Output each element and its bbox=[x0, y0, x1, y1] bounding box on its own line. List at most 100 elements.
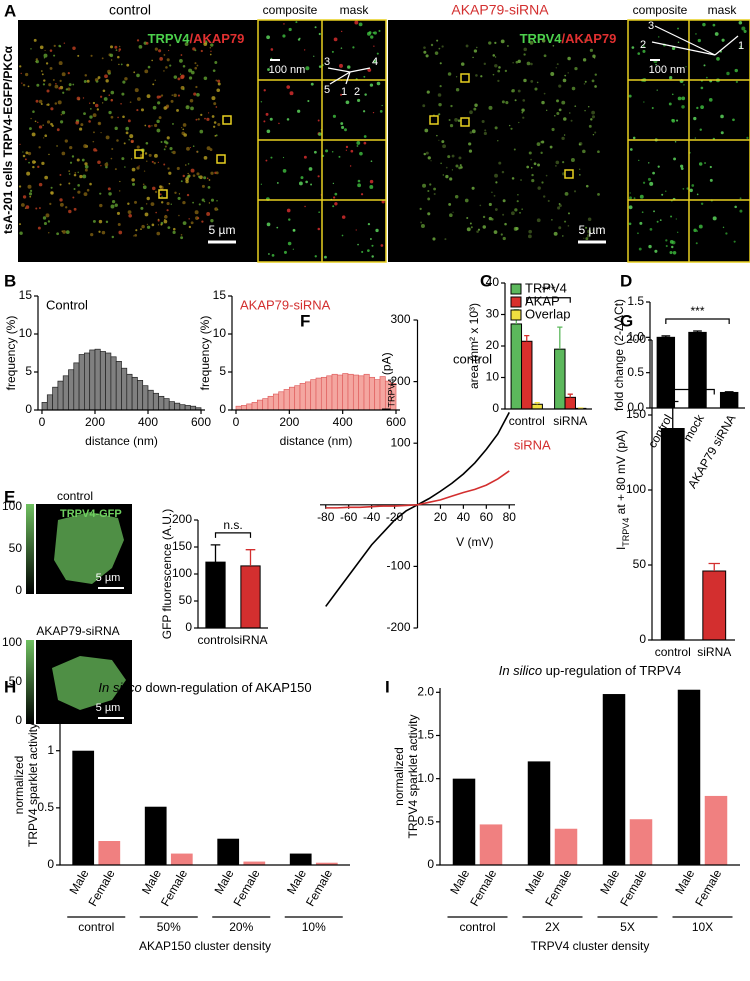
speckle bbox=[458, 166, 462, 170]
speckle bbox=[144, 212, 149, 217]
bar bbox=[479, 824, 503, 865]
speckle bbox=[61, 110, 66, 115]
speckle bbox=[476, 230, 479, 233]
speckle bbox=[68, 173, 71, 175]
y-axis-label-part: I bbox=[614, 547, 628, 550]
speckle bbox=[43, 137, 45, 139]
speckle bbox=[124, 77, 128, 81]
speckle bbox=[523, 47, 527, 52]
speckle bbox=[425, 54, 429, 58]
significance-bracket bbox=[526, 297, 571, 303]
speckle bbox=[29, 195, 32, 198]
speckle bbox=[45, 62, 49, 65]
speckle bbox=[157, 101, 161, 105]
speckle bbox=[464, 198, 469, 203]
speckle bbox=[92, 113, 97, 118]
speckle bbox=[64, 139, 68, 143]
speckle bbox=[268, 253, 270, 255]
chart-title-part: In silico bbox=[499, 663, 542, 678]
speckle bbox=[68, 182, 71, 185]
bar bbox=[267, 395, 274, 411]
y-axis-label: ITRPV4 at + 80 mV (pA) bbox=[614, 430, 631, 550]
roi-box bbox=[158, 189, 168, 199]
speckle bbox=[332, 182, 335, 185]
overlay-red: /AKAP79 bbox=[561, 31, 616, 46]
panel-label: E bbox=[4, 487, 15, 506]
speckle bbox=[188, 218, 190, 220]
speckle bbox=[345, 149, 348, 151]
y-tick-label: 200 bbox=[626, 332, 646, 346]
speckle bbox=[371, 244, 374, 247]
speckle bbox=[726, 71, 730, 76]
speckle bbox=[167, 49, 170, 52]
x-tick-label: 400 bbox=[333, 415, 353, 429]
bar bbox=[152, 392, 159, 411]
speckle bbox=[76, 96, 81, 101]
y-tick-label: 100 bbox=[172, 566, 192, 580]
speckle bbox=[167, 167, 170, 170]
speckle bbox=[379, 110, 383, 113]
speckle bbox=[490, 217, 494, 221]
speckle bbox=[81, 158, 85, 162]
speckle bbox=[260, 101, 263, 103]
scale-label: 100 nm bbox=[269, 64, 306, 76]
speckle bbox=[594, 85, 597, 88]
speckle bbox=[176, 166, 180, 171]
scale-label: 5 µm bbox=[209, 223, 236, 237]
speckle bbox=[537, 186, 541, 190]
legend-swatch bbox=[510, 309, 522, 321]
speckle bbox=[266, 35, 270, 40]
y-tick-label: 0.5 bbox=[417, 814, 434, 828]
speckle bbox=[170, 203, 172, 205]
speckle bbox=[455, 164, 459, 168]
speckle bbox=[109, 45, 114, 49]
speckle bbox=[110, 115, 114, 119]
error-bar bbox=[708, 562, 720, 571]
speckle bbox=[659, 219, 662, 221]
speckle bbox=[46, 89, 50, 93]
speckle bbox=[324, 255, 327, 259]
speckle bbox=[125, 126, 129, 131]
bar bbox=[320, 376, 328, 411]
speckle bbox=[176, 108, 179, 112]
speckle bbox=[197, 118, 200, 121]
legend-swatch bbox=[510, 283, 522, 295]
speckle bbox=[528, 151, 532, 155]
speckle bbox=[142, 183, 145, 186]
speckle bbox=[144, 152, 148, 155]
speckle bbox=[163, 140, 167, 144]
speckle bbox=[299, 37, 301, 40]
speckle bbox=[367, 31, 371, 36]
bar bbox=[299, 383, 306, 411]
panel-label: C bbox=[480, 271, 492, 290]
speckle bbox=[38, 146, 41, 149]
speckle bbox=[134, 88, 139, 93]
speckle bbox=[122, 80, 126, 84]
bar bbox=[243, 861, 266, 865]
speckle bbox=[19, 231, 23, 235]
speckle bbox=[543, 92, 546, 95]
speckle bbox=[445, 166, 448, 169]
speckle bbox=[546, 109, 548, 112]
speckle bbox=[429, 183, 432, 186]
y-axis-label: area (nm² x 10³) bbox=[467, 303, 481, 389]
speckle bbox=[458, 156, 462, 160]
colorbar bbox=[26, 640, 34, 724]
speckle bbox=[119, 180, 121, 183]
speckle bbox=[552, 44, 555, 47]
speckle bbox=[633, 197, 636, 200]
colorbar-tick: 0 bbox=[15, 583, 22, 597]
speckle bbox=[295, 21, 298, 24]
bar bbox=[283, 389, 290, 411]
x-tick-label: 10X bbox=[692, 920, 713, 934]
speckle bbox=[108, 94, 111, 96]
speckle bbox=[734, 205, 737, 209]
speckle bbox=[50, 107, 54, 111]
speckle bbox=[278, 122, 280, 125]
speckle bbox=[699, 128, 702, 131]
speckle bbox=[118, 48, 122, 51]
speckle bbox=[198, 203, 201, 206]
speckle bbox=[140, 206, 144, 210]
speckle bbox=[154, 153, 158, 158]
x-tick-label: 5X bbox=[620, 920, 635, 934]
